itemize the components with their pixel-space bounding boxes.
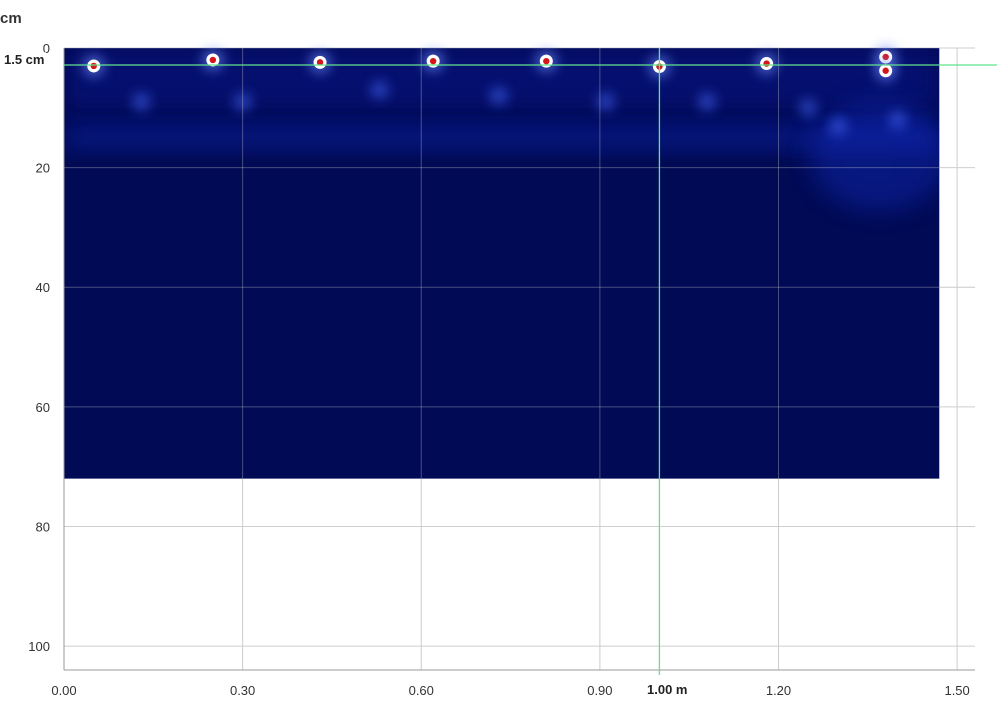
- y-tick-label: 40: [36, 280, 50, 295]
- y-tick-label: 80: [36, 519, 50, 534]
- rebar-detection[interactable]: [82, 54, 105, 77]
- reflection-cluster: [809, 100, 940, 211]
- x-tick-label: 1.20: [766, 683, 791, 698]
- rebar-detection[interactable]: [874, 59, 897, 82]
- cursor-depth-label: 1.5 cm: [2, 52, 47, 67]
- y-tick-label: 100: [28, 639, 50, 654]
- scan-image[interactable]: [64, 48, 940, 479]
- y-tick-label: 0: [43, 41, 50, 56]
- y-tick-label: 20: [36, 161, 50, 176]
- reflection-band: [64, 125, 940, 148]
- rebar-detection[interactable]: [201, 48, 224, 71]
- y-tick-label: 60: [36, 400, 50, 415]
- weak-reflection: [132, 92, 151, 111]
- weak-reflection: [489, 86, 508, 105]
- x-tick-label: 0.30: [230, 683, 255, 698]
- rebar-detection[interactable]: [755, 52, 778, 75]
- x-tick-label: 0.90: [587, 683, 612, 698]
- x-tick-label: 0.60: [409, 683, 434, 698]
- rebar-detection[interactable]: [309, 51, 332, 74]
- rebar-detection[interactable]: [535, 50, 558, 73]
- rebar-detection[interactable]: [422, 50, 445, 73]
- weak-reflection: [829, 116, 848, 135]
- weak-reflection: [370, 80, 389, 99]
- x-tick-label: 1.50: [944, 683, 969, 698]
- weak-reflection: [596, 92, 615, 111]
- weak-reflection: [233, 92, 252, 111]
- depth-unit-label: cm: [0, 10, 22, 27]
- cursor-position-label: 1.00 m: [645, 682, 690, 697]
- weak-reflection: [698, 92, 717, 111]
- weak-reflection: [888, 110, 907, 129]
- weak-reflection: [799, 98, 818, 117]
- x-tick-label: 0.00: [51, 683, 76, 698]
